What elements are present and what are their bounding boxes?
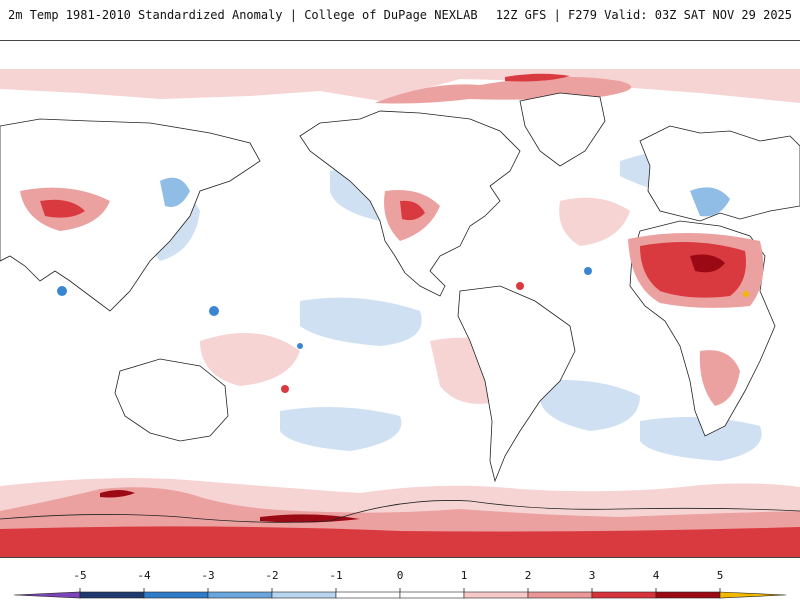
colorbar-tick-label: 5 <box>716 569 724 582</box>
colorbar-segment <box>527 591 593 599</box>
colorbar-tick-label: 3 <box>588 569 596 582</box>
colorbar-tick-label: -1 <box>329 569 343 582</box>
continent-australia <box>114 358 229 442</box>
continent-europe <box>639 125 800 222</box>
header: 2m Temp 1981-2010 Standardized Anomaly |… <box>0 0 800 30</box>
anomaly-region-sahel-strong <box>640 242 746 298</box>
anomaly-cold-spot <box>584 267 592 275</box>
map-title: 2m Temp 1981-2010 Standardized Anomaly |… <box>8 8 478 22</box>
continent-greenland <box>519 92 606 167</box>
continent-asia <box>0 118 261 312</box>
anomaly-region-antarctic-extreme <box>100 490 135 498</box>
anomaly-warm-spot <box>516 282 524 290</box>
colorbar-segment <box>463 591 529 599</box>
anomaly-region-southern-africa <box>699 350 740 406</box>
anomaly-cold-spot <box>297 343 303 349</box>
anomaly-region-tibet-strong <box>40 199 85 218</box>
colorbar-graphic <box>13 588 787 599</box>
anomaly-region-indian-cold <box>640 417 762 461</box>
continent-south-america <box>457 285 576 483</box>
colorbar-segment <box>79 591 145 599</box>
map-panel <box>0 40 800 558</box>
colorbar-segment <box>271 591 337 599</box>
continent-antarctica <box>0 500 800 523</box>
anomaly-region-central-pacific-warm <box>200 333 300 386</box>
colorbar-segment <box>655 591 721 599</box>
anomaly-cold-spot <box>209 306 219 316</box>
colorbar-segment <box>335 591 401 599</box>
anomaly-hot-spot <box>743 291 749 297</box>
colorbar-tick-label: 2 <box>524 569 532 582</box>
anomaly-warm-spot <box>281 385 289 393</box>
anomaly-region-japan-cold <box>160 177 190 207</box>
model-run-info: 12Z GFS | F279 Valid: 03Z SAT NOV 29 202… <box>495 8 792 22</box>
anomaly-cold-spot <box>57 286 67 296</box>
colorbar-segment <box>207 591 273 599</box>
colorbar-segment <box>399 591 465 599</box>
colorbar-segment <box>591 591 657 599</box>
anomaly-region-east-atlantic-warm <box>559 197 630 246</box>
colorbar-segment <box>719 591 787 599</box>
anomaly-region-europe-cold <box>690 187 730 217</box>
anomaly-map <box>0 41 800 557</box>
colorbar-segment <box>13 591 81 599</box>
colorbar-tick-label: -5 <box>73 569 87 582</box>
anomaly-region-south-pacific-cold <box>280 407 402 451</box>
colorbar-tick-label: -2 <box>265 569 279 582</box>
anomaly-region-western-us-strong <box>400 200 425 221</box>
anomaly-region-arctic-strong <box>505 73 570 82</box>
anomaly-region-sahel-extreme <box>690 254 725 273</box>
anomaly-region-arctic <box>0 69 800 103</box>
colorbar-tick-label: 0 <box>396 569 404 582</box>
anomaly-region-antarctic-extreme-2 <box>260 514 360 523</box>
colorbar-tick-label: -4 <box>137 569 151 582</box>
colorbar-tick-label: 4 <box>652 569 660 582</box>
anomaly-region-pacific-cold <box>300 297 422 346</box>
anomaly-region-antarctic-strong <box>0 526 800 557</box>
colorbar-tick-label: -3 <box>201 569 215 582</box>
colorbar-tick-label: 1 <box>460 569 468 582</box>
anomaly-region-south-atlantic-cold <box>540 380 640 431</box>
colorbar-segment <box>143 591 209 599</box>
colorbar: -5 -4 -3 -2 -1 0 1 2 3 4 5 <box>0 570 800 600</box>
